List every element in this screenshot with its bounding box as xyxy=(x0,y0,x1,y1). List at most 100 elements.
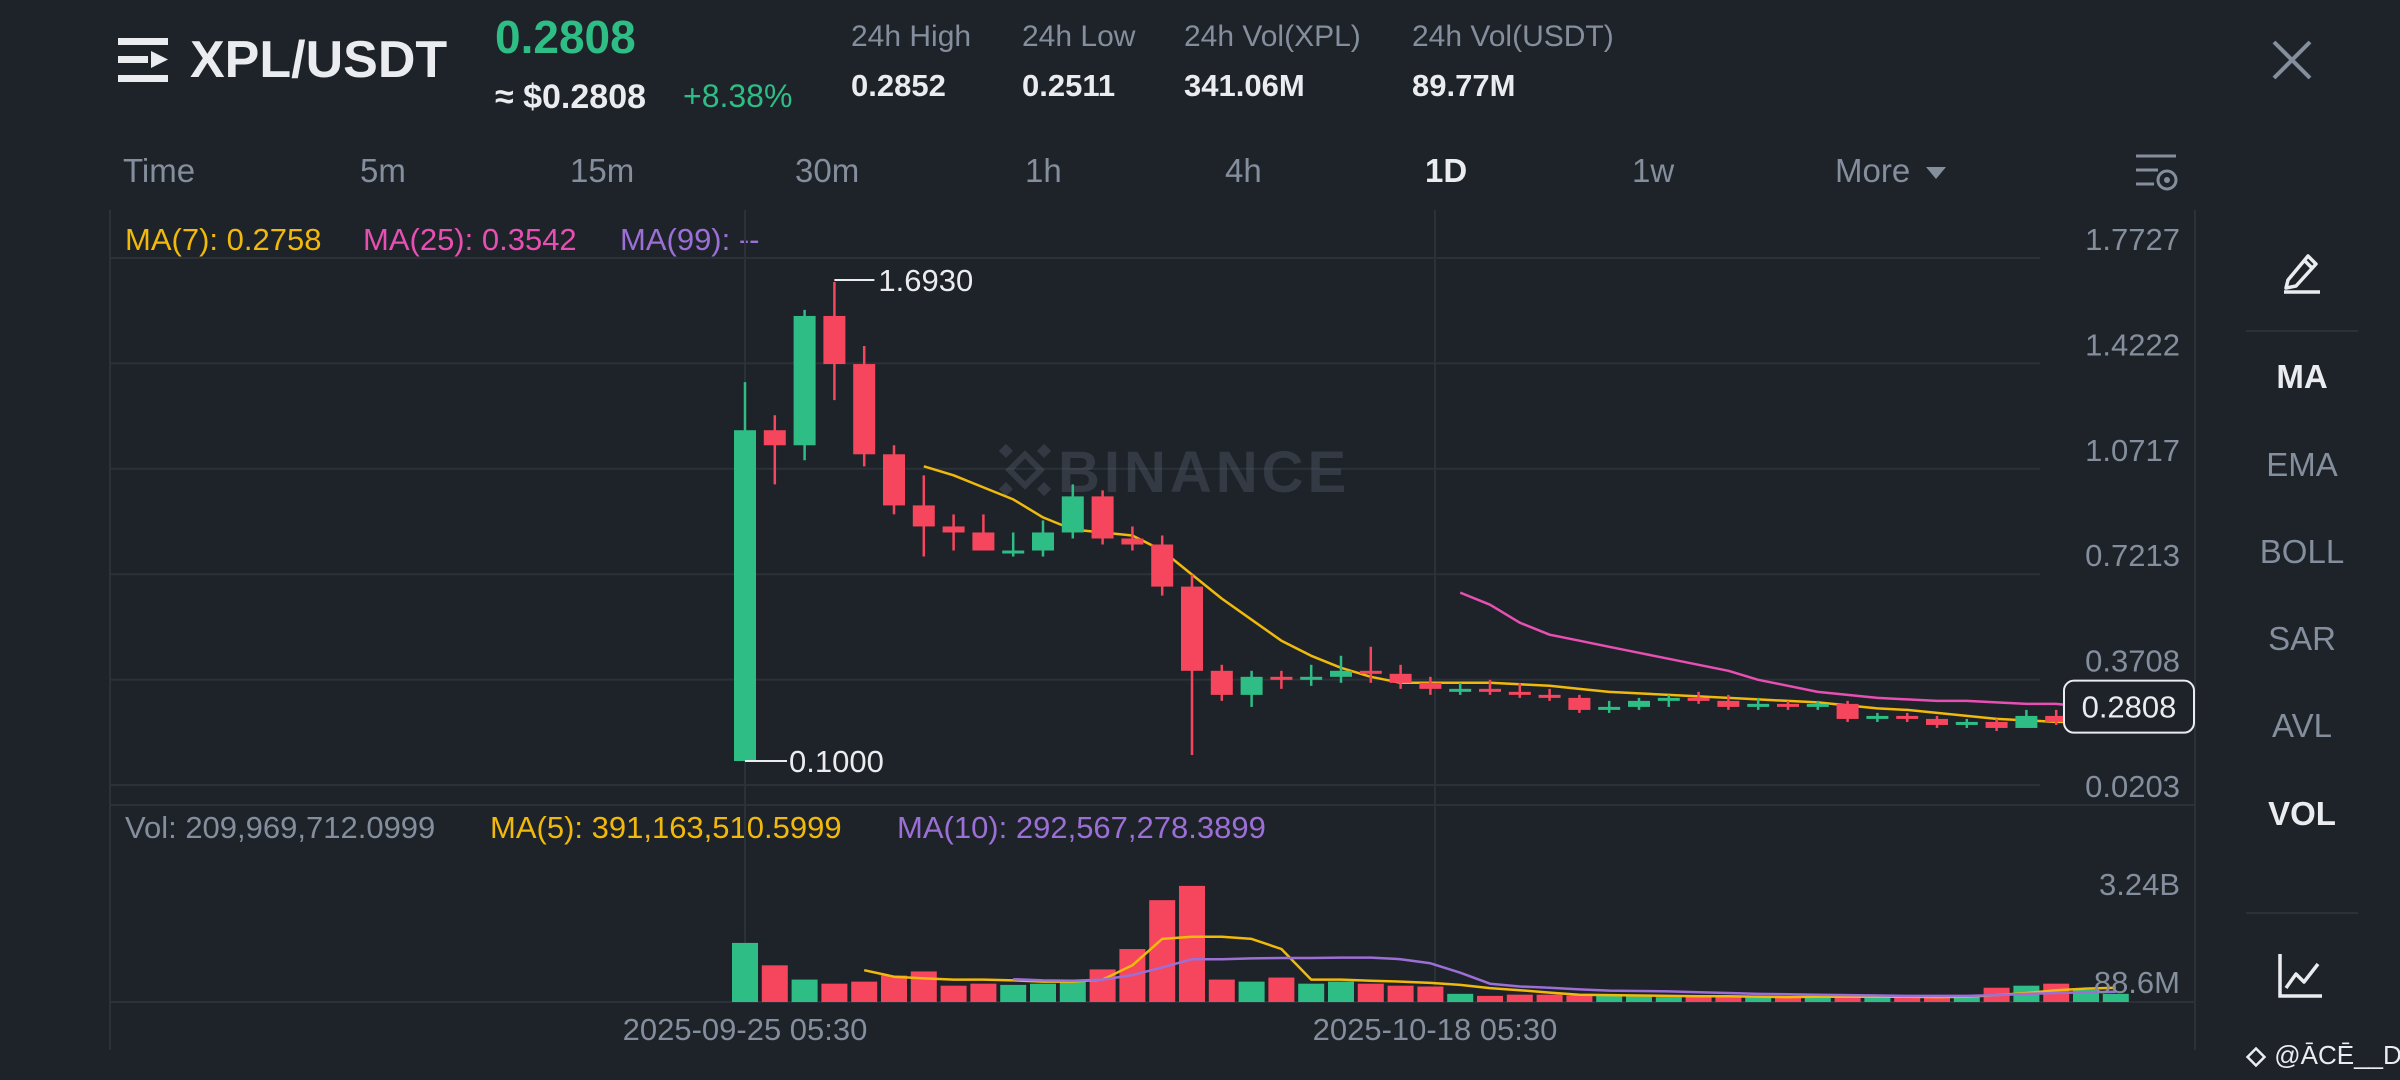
candle-body xyxy=(1210,670,1233,695)
volume-bar xyxy=(1655,997,1682,1002)
indicator-ema[interactable]: EMA xyxy=(2266,446,2338,483)
close-icon[interactable] xyxy=(2268,36,2316,84)
candle-body xyxy=(1091,496,1114,539)
candle xyxy=(912,475,935,557)
candle-body xyxy=(1628,700,1650,707)
candle-body xyxy=(1300,676,1323,680)
candle xyxy=(1777,700,1799,710)
price-change: +8.38% xyxy=(683,78,793,114)
author-watermark: @ĀCĒ__D xyxy=(2245,1040,2400,1071)
volume-bar xyxy=(1685,996,1712,1002)
stat-label-24h-vol-xpl: 24h Vol(XPL) xyxy=(1184,20,1361,53)
candle-body xyxy=(1240,676,1263,695)
stat-value-24h-low: 0.2511 xyxy=(1022,68,1116,103)
volume-bar xyxy=(1536,994,1563,1002)
indicator-vol[interactable]: VOL xyxy=(2268,795,2336,832)
volume-bar xyxy=(851,981,878,1002)
candle xyxy=(1061,484,1084,539)
draw-pen-icon[interactable] xyxy=(2278,246,2326,294)
candle-body xyxy=(1717,700,1740,707)
indicator-boll[interactable]: BOLL xyxy=(2259,533,2345,570)
candle-body xyxy=(1955,721,1978,725)
volume-bar xyxy=(970,983,997,1002)
date-tick-label: 2025-09-25 05:30 xyxy=(623,1012,868,1047)
volume-bar xyxy=(1953,995,1980,1002)
candle xyxy=(1628,697,1650,710)
candle-body xyxy=(1687,697,1710,701)
legend-ma25: MA(25): 0.3542 xyxy=(363,222,577,257)
chart-settings-icon[interactable] xyxy=(2132,148,2180,196)
candle xyxy=(1568,694,1591,713)
high-marker-label: 1.6930 xyxy=(878,263,973,298)
menu-icon[interactable] xyxy=(118,36,170,84)
timeframe-1d[interactable]: 1D xyxy=(1425,152,1468,189)
ma25-line xyxy=(1459,591,2116,709)
timeframe-15m[interactable]: 15m xyxy=(570,152,635,189)
candle xyxy=(1836,700,1859,722)
volume-bar xyxy=(1745,997,1772,1002)
volume-bar xyxy=(1924,997,1950,1002)
timeframe-1w[interactable]: 1w xyxy=(1632,152,1675,189)
volume-bar xyxy=(791,979,818,1002)
candle xyxy=(763,415,786,485)
candle xyxy=(1240,670,1263,707)
candle xyxy=(1479,679,1501,695)
stat-value-24h-high: 0.2852 xyxy=(851,68,946,103)
candle xyxy=(1270,670,1293,689)
candle-body xyxy=(883,454,905,506)
volume-bar xyxy=(1864,997,1891,1002)
volume-bar xyxy=(821,983,848,1002)
timeframe-5m[interactable]: 5m xyxy=(360,152,406,189)
indicator-sar[interactable]: SAR xyxy=(2268,620,2336,657)
candle-body xyxy=(1985,721,2008,728)
volume-bar xyxy=(1417,986,1444,1002)
candle xyxy=(1389,664,1412,689)
volume-bar xyxy=(1059,981,1086,1002)
candle xyxy=(1508,682,1531,698)
candle xyxy=(1896,712,1919,722)
candle-body xyxy=(1657,697,1680,701)
pair-title[interactable]: XPL/USDT xyxy=(190,31,448,89)
volume-ma10-line xyxy=(1013,956,2116,998)
candle xyxy=(1747,697,1770,710)
price-tick-label: 1.0717 xyxy=(2085,433,2180,468)
volume-bar xyxy=(1149,900,1176,1002)
volume-bar xyxy=(1626,996,1652,1002)
candle-body xyxy=(1538,694,1561,698)
stat-label-24h-low: 24h Low xyxy=(1022,20,1136,53)
volume-bar xyxy=(1238,981,1265,1002)
candle-body xyxy=(1032,532,1054,551)
candle-body xyxy=(972,532,995,551)
candle-body xyxy=(1866,715,1889,719)
legend-vol-ma10: MA(10): 292,567,278.3899 xyxy=(897,810,1266,845)
indicator-ma[interactable]: MA xyxy=(2276,358,2328,395)
candle xyxy=(1598,700,1621,713)
stat-value-24h-vol-usdt: 89.77M xyxy=(1412,68,1516,103)
line-chart-icon[interactable] xyxy=(2276,950,2326,1000)
candle xyxy=(823,281,846,401)
volume-bar xyxy=(1834,995,1861,1002)
volume-tick-label: 88.6M xyxy=(2094,965,2180,1000)
candle-body xyxy=(1002,550,1025,554)
candle xyxy=(2045,709,2068,725)
timeframe-4h[interactable]: 4h xyxy=(1225,152,1262,189)
candle xyxy=(1181,574,1203,756)
candle xyxy=(853,346,876,467)
candlestick-chart[interactable]: BINANCE 1.7727 1.4222 1.0717 0.7213 0.3708 0.… xyxy=(0,0,2240,1080)
candle-body xyxy=(1389,673,1412,683)
price-tick-label: 1.7727 xyxy=(2085,222,2180,257)
timeframe-more[interactable]: More xyxy=(1835,152,1947,190)
timeframe-1h[interactable]: 1h xyxy=(1025,152,1062,189)
candle xyxy=(1538,688,1561,701)
volume-bar xyxy=(1566,995,1593,1002)
indicator-avl[interactable]: AVL xyxy=(2272,707,2332,744)
candle xyxy=(1657,694,1680,707)
timeframe-time[interactable]: Time xyxy=(123,152,196,189)
stat-label-24h-vol-usdt: 24h Vol(USDT) xyxy=(1412,20,1614,53)
timeframe-30m[interactable]: 30m xyxy=(795,152,860,189)
volume-bar xyxy=(1387,985,1414,1002)
candle-body xyxy=(1270,676,1293,680)
candle xyxy=(1687,691,1710,704)
candle-body xyxy=(942,526,965,533)
legend-vol-ma5: MA(5): 391,163,510.5999 xyxy=(490,810,842,845)
